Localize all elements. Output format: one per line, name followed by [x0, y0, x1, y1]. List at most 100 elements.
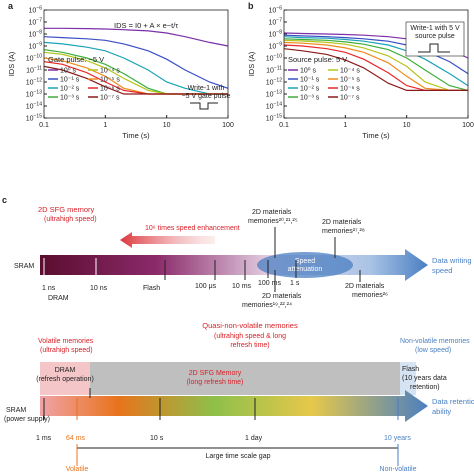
- label: 2D materials: [252, 209, 292, 216]
- label: ability: [432, 407, 451, 416]
- label: 2D SFG memory: [38, 205, 95, 214]
- label: 100 ms: [258, 280, 281, 287]
- annotation: Source pulse: 5 V: [288, 55, 347, 64]
- region: [90, 362, 400, 395]
- y-axis-label: IDS (A): [247, 51, 256, 76]
- label: (ultrahigh speed): [44, 216, 97, 223]
- arrow: [120, 232, 215, 248]
- label: Data retention: [432, 397, 474, 406]
- label: Large time scale gap: [206, 453, 271, 460]
- y-tick-label: 10−11: [26, 66, 42, 75]
- legend-label: 10⁻⁶ s: [100, 86, 120, 93]
- label: (10 years data: [402, 375, 447, 382]
- legend-label: 10⁻³ s: [60, 95, 80, 102]
- x-tick-label: 0.1: [39, 122, 49, 129]
- label: Quasi-non-volatile memories: [202, 321, 298, 330]
- label: Volatile memories: [38, 338, 94, 345]
- x-axis-label: Time (s): [362, 131, 390, 140]
- legend-label: 10⁻⁴ s: [340, 68, 360, 75]
- x-tick-label: 100: [222, 122, 234, 129]
- legend-label: 10⁰ s: [300, 67, 317, 75]
- label: 10⁶ times speed enhancement: [145, 225, 240, 232]
- x-tick-label: 10: [403, 122, 411, 129]
- legend-label: 10⁻⁶ s: [340, 86, 360, 93]
- label: 1 ms: [36, 435, 52, 442]
- label: retention): [410, 384, 440, 391]
- y-axis-label: IDS (A): [7, 51, 16, 76]
- label: 1 s: [290, 280, 300, 287]
- label: 10 ms: [232, 283, 252, 290]
- series-line: [43, 36, 229, 89]
- label: DRAM: [48, 295, 69, 302]
- region: [400, 362, 416, 395]
- note: Write-1 with 5 V: [410, 25, 460, 32]
- panel-label: b: [248, 1, 254, 11]
- pulse-icon: [418, 43, 450, 53]
- y-tick-label: 10−12: [26, 78, 42, 87]
- label: 2D materials: [262, 293, 302, 300]
- label: SRAM: [14, 263, 34, 270]
- label: memories¹⁹,²²,²⁴: [242, 302, 292, 309]
- y-tick-label: 10−7: [29, 18, 43, 27]
- plot-frame: [283, 9, 469, 119]
- series-line: [283, 38, 469, 91]
- label: 2D SFG Memory: [189, 370, 242, 377]
- label: 1 ns: [42, 285, 56, 292]
- note: Write-1 with: [188, 85, 225, 92]
- label: 2D materials: [345, 283, 385, 290]
- label: attenuation: [288, 266, 323, 273]
- series-line: [283, 41, 468, 91]
- note-box: [405, 21, 465, 57]
- legend-label: 10⁻⁴ s: [100, 68, 120, 75]
- y-tick-label: 10−15: [266, 114, 282, 123]
- legend-label: 10⁻⁵ s: [340, 77, 360, 84]
- legend-label: 10⁻⁷ s: [100, 95, 120, 102]
- series-line: [283, 48, 468, 91]
- legend-label: 10⁻⁷ s: [340, 95, 360, 102]
- label: 10 years: [384, 435, 411, 442]
- legend-label: 10⁻² s: [60, 86, 80, 93]
- note: source pulse: [415, 33, 455, 40]
- series-line: [283, 36, 469, 87]
- label: 2D materials: [322, 219, 362, 226]
- y-tick-label: 10−6: [29, 6, 43, 15]
- label: Data writing: [432, 256, 472, 265]
- panel-label: a: [8, 1, 14, 11]
- y-tick-label: 10−13: [26, 90, 42, 99]
- legend-label: 10⁰ s: [60, 67, 77, 75]
- series-line: [43, 65, 228, 95]
- label: memories²⁶: [352, 292, 388, 299]
- panel-c: c 2D SFG memory (ultrahigh speed) 10⁶ ti…: [2, 195, 474, 473]
- markers: [43, 258, 97, 281]
- label: SRAM: [6, 407, 26, 414]
- markers: [164, 227, 361, 292]
- y-tick-label: 10−13: [266, 90, 282, 99]
- y-tick-label: 10−10: [266, 54, 282, 63]
- y-tick-label: 10−7: [269, 18, 283, 27]
- label: speed: [432, 266, 452, 275]
- formula: IDS = I0 + A × e−t/τ: [114, 21, 178, 30]
- annotation: Gate pulse: −5 V: [48, 55, 104, 64]
- y-tick-label: 10−8: [269, 30, 283, 39]
- legend-label: 10⁻¹ s: [300, 77, 320, 84]
- y-tick-label: 10−10: [26, 54, 42, 63]
- x-axis-label: Time (s): [122, 131, 150, 140]
- label: DRAM: [55, 367, 76, 374]
- y-tick-label: 10−15: [26, 114, 42, 123]
- label: 10 ns: [90, 285, 108, 292]
- label: Non-volatile memories: [400, 338, 470, 345]
- label: (long refresh time): [187, 379, 244, 386]
- y-tick-label: 10−14: [266, 102, 282, 111]
- plot-frame: [43, 9, 229, 119]
- y-tick-label: 10−8: [29, 30, 43, 39]
- x-tick-label: 0.1: [279, 122, 289, 129]
- series-line: [43, 41, 228, 95]
- y-tick-label: 10−9: [29, 42, 43, 51]
- label: refresh time): [230, 342, 269, 349]
- label: Flash: [402, 366, 419, 373]
- panel-label: c: [2, 195, 7, 205]
- series-line: [44, 27, 229, 47]
- x-tick-label: 100: [462, 122, 474, 129]
- charts: a 10−15 10−14 10−13 10−12 10−11 10−10 10−9 10−8 1…: [7, 1, 474, 140]
